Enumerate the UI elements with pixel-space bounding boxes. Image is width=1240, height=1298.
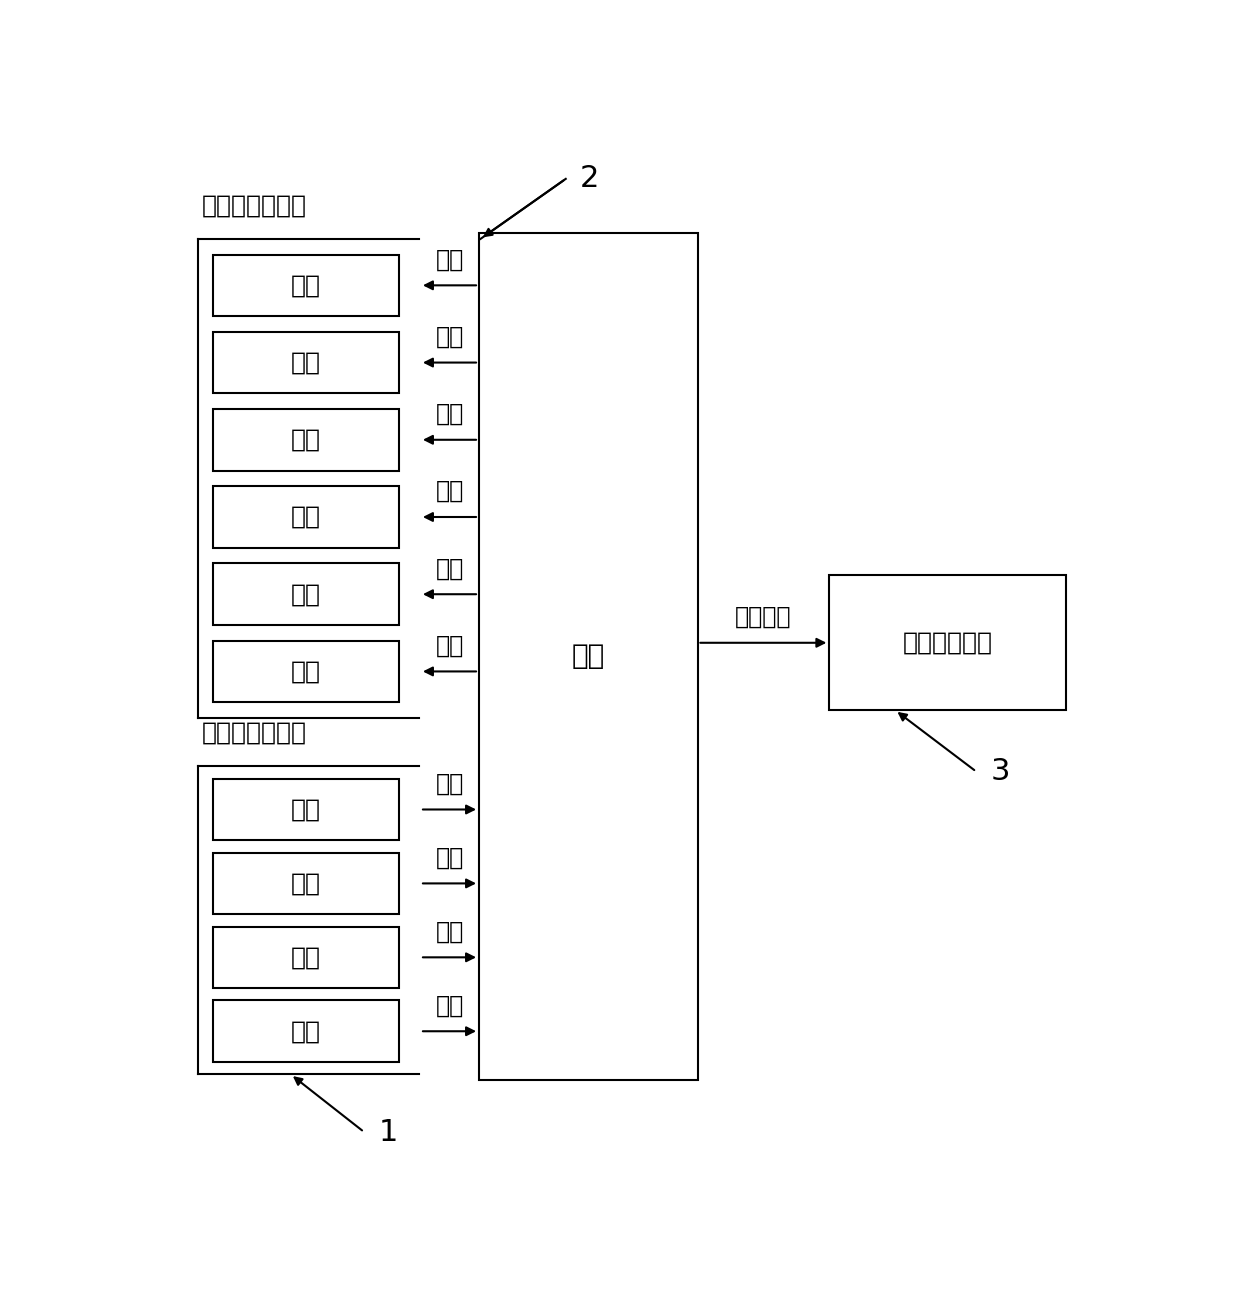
Text: 发射: 发射 xyxy=(435,993,464,1018)
Text: 光敏二极管模块: 光敏二极管模块 xyxy=(201,193,306,217)
Text: 发光二极管模块: 发光二极管模块 xyxy=(201,720,306,745)
Text: 绿光: 绿光 xyxy=(291,274,321,297)
Bar xyxy=(213,563,399,626)
Text: 手腕: 手腕 xyxy=(572,643,605,670)
Text: 1: 1 xyxy=(378,1118,398,1146)
Text: 反射: 反射 xyxy=(435,479,464,504)
Bar xyxy=(213,853,399,914)
Text: 3: 3 xyxy=(991,757,1009,787)
Text: 2: 2 xyxy=(580,165,599,193)
Text: 反射: 反射 xyxy=(435,557,464,580)
Bar xyxy=(213,409,399,471)
Text: 绿光: 绿光 xyxy=(291,797,321,822)
Bar xyxy=(213,487,399,548)
Bar xyxy=(213,927,399,988)
Text: 反射: 反射 xyxy=(435,402,464,426)
Bar xyxy=(213,254,399,317)
Text: 位置感应: 位置感应 xyxy=(735,605,791,630)
Bar xyxy=(213,332,399,393)
Text: 发射: 发射 xyxy=(435,771,464,796)
Text: 发射: 发射 xyxy=(435,919,464,944)
Bar xyxy=(213,1001,399,1062)
Text: 绿光: 绿光 xyxy=(291,1019,321,1044)
Text: 红外: 红外 xyxy=(291,945,321,970)
Text: 六轴传感模块: 六轴传感模块 xyxy=(903,631,992,654)
Text: 红外: 红外 xyxy=(291,505,321,530)
Text: 绿光: 绿光 xyxy=(291,583,321,606)
Bar xyxy=(213,779,399,840)
Text: 发射: 发射 xyxy=(435,845,464,870)
Bar xyxy=(830,575,1065,710)
Text: 红光: 红光 xyxy=(291,871,321,896)
Text: 绿光: 绿光 xyxy=(291,659,321,684)
Bar xyxy=(479,232,697,1080)
Text: 反射: 反射 xyxy=(435,324,464,349)
Bar xyxy=(213,641,399,702)
Text: 反射: 反射 xyxy=(435,633,464,658)
Text: 红光: 红光 xyxy=(291,428,321,452)
Text: 反射: 反射 xyxy=(435,248,464,271)
Text: 绿光: 绿光 xyxy=(291,350,321,375)
